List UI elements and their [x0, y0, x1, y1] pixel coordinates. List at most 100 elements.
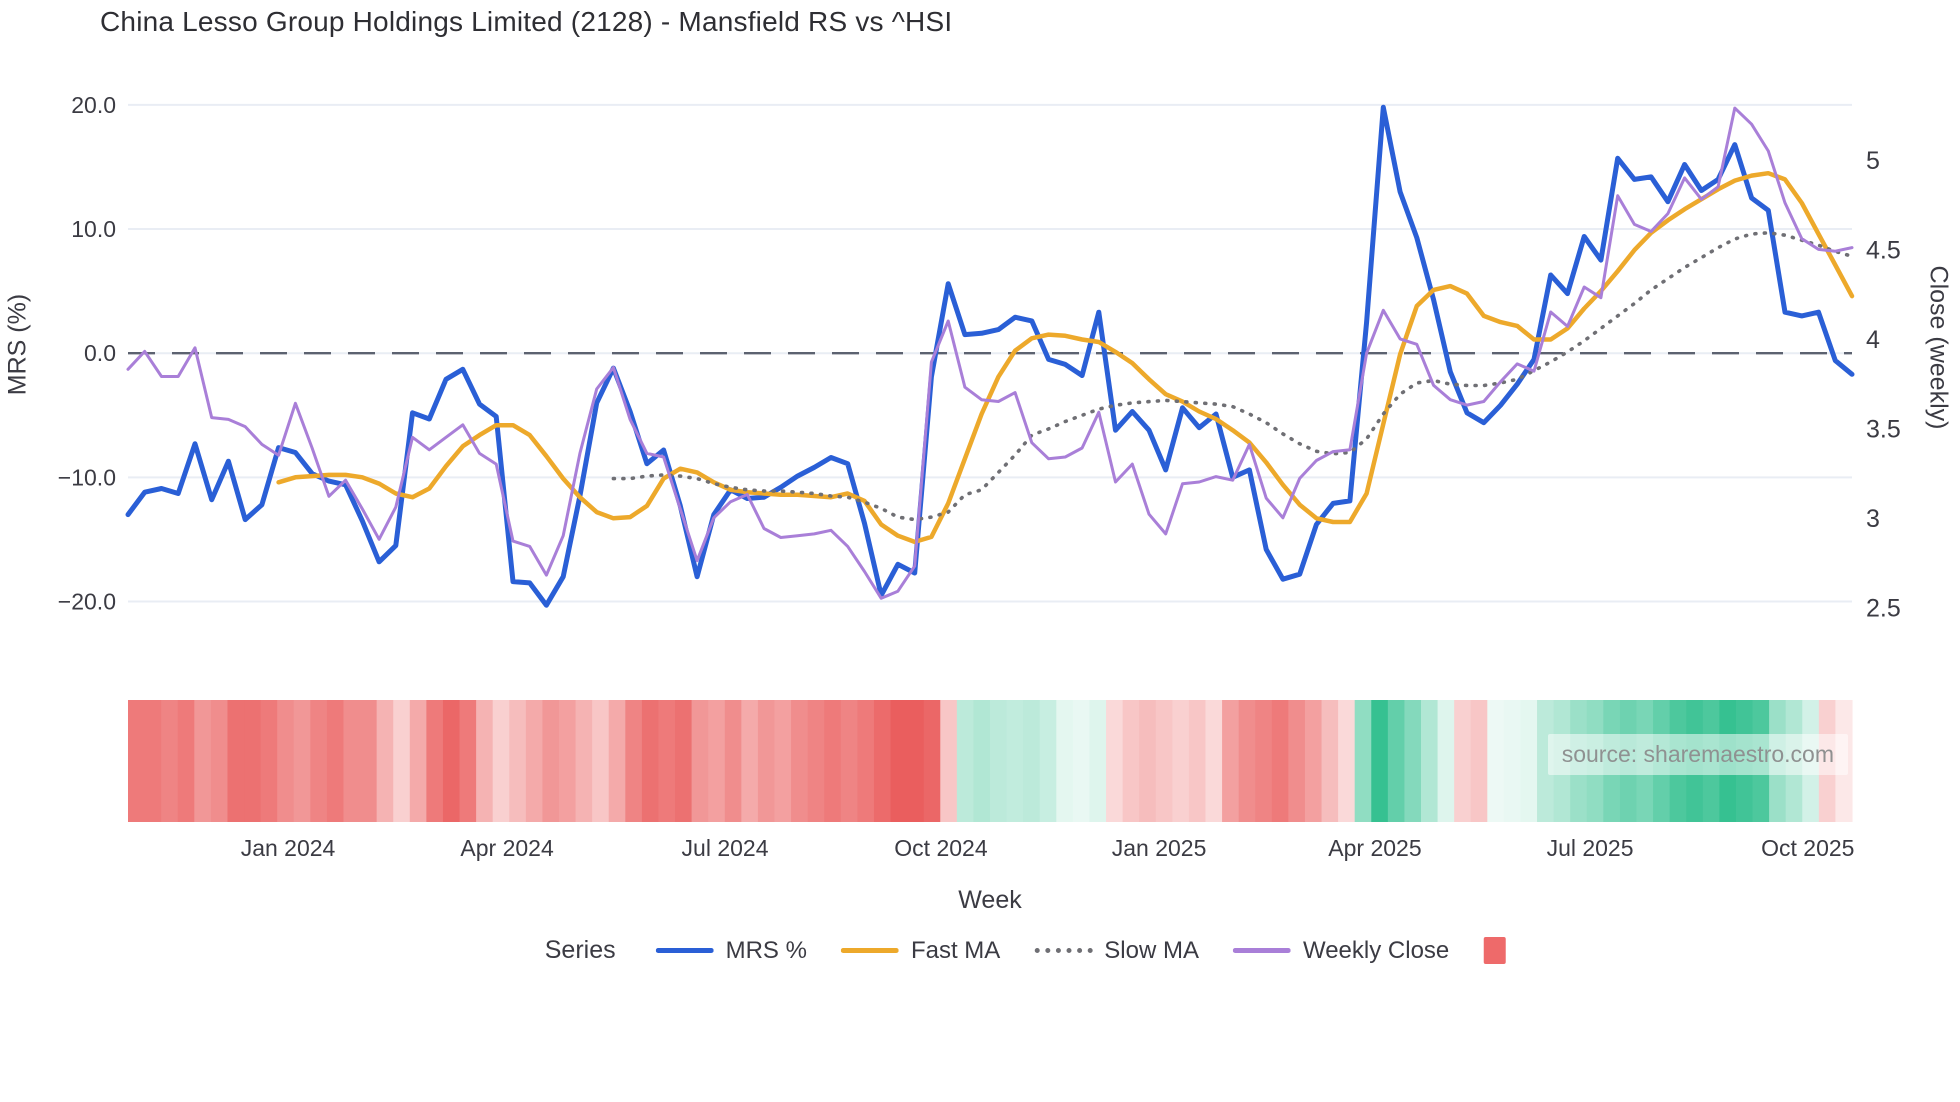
gridlines: 20.0 10.0 0.0 −10.0 −20.0 5 4.5 4 3.5 3 2.5 Jan 202…: [58, 92, 1901, 861]
heatmap-cell: [1122, 700, 1140, 822]
line-swatch-icon: [655, 948, 714, 953]
x-tick-label: Oct 2024: [894, 835, 988, 861]
heatmap-cell: [277, 700, 295, 822]
series-slow-ma: [611, 231, 1854, 522]
heatmap-cell: [625, 700, 643, 822]
heatmap-cell: [1023, 700, 1041, 822]
heatmap-cell: [525, 700, 544, 822]
heatmap-cell: [1238, 700, 1256, 822]
heatmap-cell: [1188, 700, 1207, 822]
heatmap-cell: [907, 700, 925, 822]
heatmap-cell: [227, 700, 245, 822]
legend-item-weekly-close[interactable]: Weekly Close: [1232, 936, 1450, 965]
heatmap-swatch-icon: [1483, 937, 1506, 964]
heatmap-cell: [1172, 700, 1190, 822]
legend-item-fast-ma[interactable]: Fast MA: [840, 936, 1001, 965]
heatmap-cell: [873, 700, 892, 822]
legend-item-label: Slow MA: [1104, 936, 1199, 964]
legend-series-label: Series: [544, 936, 616, 964]
legend-item-label: Fast MA: [910, 936, 1001, 964]
heatmap-cell: [1437, 700, 1455, 822]
heatmap-cell: [1338, 700, 1356, 822]
heatmap-cell: [691, 700, 709, 822]
series-mrs-: [125, 104, 1855, 608]
heatmap-cell: [426, 700, 444, 822]
heatmap-cell: [376, 700, 394, 822]
heatmap-cell: [244, 700, 262, 822]
heatmap-cell: [1222, 700, 1240, 822]
heatmap-cell: [791, 700, 809, 822]
heatmap-cell: [144, 700, 162, 822]
heatmap-cell: [857, 700, 875, 822]
heatmap-cell: [824, 700, 842, 822]
heatmap-cell: [210, 700, 229, 822]
heatmap-cell: [1139, 700, 1157, 822]
heatmap-cell: [973, 700, 991, 822]
x-tick-label: Jan 2024: [241, 835, 336, 861]
heatmap-cell: [476, 700, 494, 822]
legend-item-label: Weekly Close: [1302, 936, 1450, 964]
heatmap-cell: [1454, 700, 1472, 822]
heatmap-cell: [1387, 700, 1406, 822]
heatmap-cell: [260, 700, 278, 822]
source-attribution: source: sharemaestro.com: [1547, 734, 1848, 775]
heatmap-cell: [608, 700, 626, 822]
x-tick-label: Jul 2024: [682, 835, 769, 861]
heatmap-cell: [360, 700, 378, 822]
heatmap-cell: [741, 700, 759, 822]
heatmap-strip: [128, 700, 1853, 822]
heatmap-cell: [1371, 700, 1389, 822]
heatmap-cell: [393, 700, 411, 822]
heatmap-cell: [940, 700, 958, 822]
y-left-tick-label: 10.0: [71, 216, 116, 242]
heatmap-cell: [194, 700, 212, 822]
heatmap-cell: [724, 700, 742, 822]
heatmap-cell: [807, 700, 825, 822]
series-fast-ma: [276, 170, 1855, 545]
heatmap-cell: [1470, 700, 1488, 822]
heatmap-cell: [956, 700, 975, 822]
y-left-tick-label: −20.0: [58, 589, 116, 615]
legend: Series MRS % Fast MA Slow MA Weekly Close: [545, 936, 1506, 965]
heatmap-cell: [840, 700, 858, 822]
heatmap-cell: [757, 700, 776, 822]
heatmap-cell: [1520, 700, 1538, 822]
y-right-tick-label: 3.5: [1866, 415, 1901, 443]
y-right-tick-label: 3: [1866, 505, 1880, 533]
heatmap-cell: [310, 700, 328, 822]
heatmap-cell: [1039, 700, 1057, 822]
x-tick-label: Oct 2025: [1761, 835, 1854, 861]
heatmap-cell: [1056, 700, 1074, 822]
heatmap-cell: [1072, 700, 1091, 822]
heatmap-cell: [1089, 700, 1107, 822]
heatmap-cell: [326, 700, 345, 822]
heatmap-cell: [890, 700, 908, 822]
heatmap-cell: [1404, 700, 1422, 822]
line-swatch-icon: [1034, 948, 1093, 953]
heatmap-cell: [575, 700, 593, 822]
heatmap-cell: [409, 700, 427, 822]
heatmap-cell: [1288, 700, 1306, 822]
heatmap-cell: [641, 700, 660, 822]
heatmap-cell: [1503, 700, 1522, 822]
y-left-tick-label: 0.0: [84, 340, 116, 366]
y-left-tick-label: 20.0: [71, 92, 116, 118]
series-weekly-close: [126, 106, 1854, 600]
heatmap-cell: [1205, 700, 1223, 822]
y-right-tick-label: 5: [1866, 147, 1880, 175]
heatmap-cell: [658, 700, 676, 822]
heatmap-cell: [542, 700, 560, 822]
y-left-tick-label: −10.0: [58, 464, 116, 490]
x-tick-label: Jan 2025: [1112, 835, 1207, 861]
legend-item-heat-swatch[interactable]: [1483, 937, 1506, 964]
heatmap-cell: [1271, 700, 1289, 822]
heatmap-cell: [1354, 700, 1372, 822]
line-swatch-icon: [1232, 948, 1291, 953]
heatmap-cell: [492, 700, 510, 822]
heatmap-cell: [177, 700, 195, 822]
legend-item-mrs-[interactable]: MRS %: [655, 937, 807, 965]
x-tick-label: Apr 2024: [460, 835, 554, 861]
legend-item-slow-ma[interactable]: Slow MA: [1034, 937, 1199, 965]
heatmap-cell: [990, 700, 1008, 822]
